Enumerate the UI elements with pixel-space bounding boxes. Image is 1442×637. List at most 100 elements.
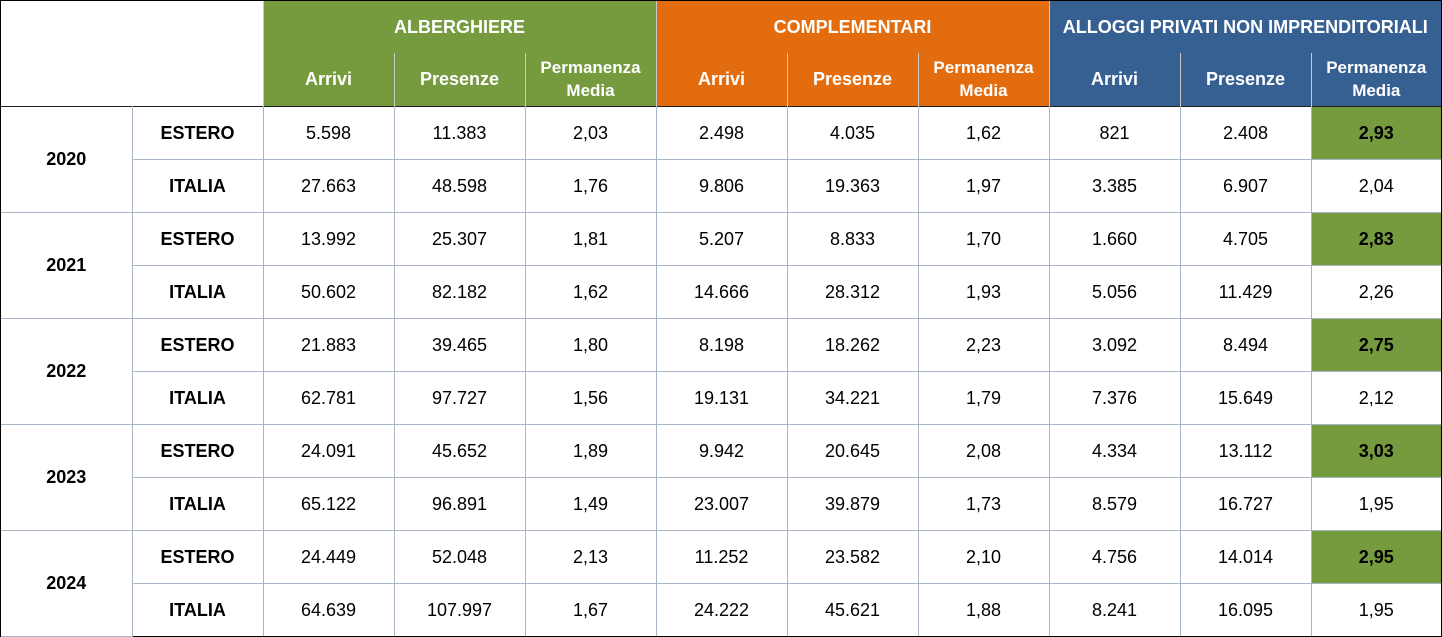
subheader-permanenza-media: Permanenza Media: [917, 53, 1050, 107]
table-row: 2023 ESTERO 24.091 45.652 1,89 9.942 20.645 2,0…: [1, 424, 1442, 531]
value-cell: 28.312: [786, 265, 919, 319]
origin-cell: ITALIA: [131, 371, 264, 425]
value-cell: 39.879: [786, 477, 919, 531]
value-cell: 2,13: [524, 530, 657, 584]
value-cell: 97.727: [393, 371, 526, 425]
value-cell: 2,93: [1310, 106, 1442, 160]
value-cell: 2,08: [917, 424, 1050, 478]
origin-cell: ESTERO: [131, 530, 264, 584]
value-cell: 11.383: [393, 106, 526, 160]
value-cell: 3,03: [1310, 424, 1442, 478]
value-cell: 19.131: [655, 371, 788, 425]
value-cell: 8.241: [1048, 583, 1181, 636]
year-cell: 2024: [1, 530, 133, 637]
value-cell: 25.307: [393, 212, 526, 266]
value-cell: 52.048: [393, 530, 526, 584]
group-header-complementari: COMPLEMENTARI: [655, 1, 1050, 53]
value-cell: 2,26: [1310, 265, 1442, 319]
value-cell: 23.582: [786, 530, 919, 584]
value-cell: 1.660: [1048, 212, 1181, 266]
subheader-permanenza-line1: Permanenza: [540, 58, 641, 78]
origin-cell: ITALIA: [131, 159, 264, 213]
value-cell: 1,76: [524, 159, 657, 213]
subheader-permanenza-line2: Media: [959, 80, 1008, 100]
group-header-alberghiere: ALBERGHIERE: [262, 1, 657, 53]
subheader-presenze: Presenze: [393, 53, 525, 107]
value-cell: 2,23: [917, 318, 1050, 372]
origin-cell: ITALIA: [131, 583, 264, 636]
value-cell: 1,70: [917, 212, 1050, 266]
value-cell: 2,95: [1310, 530, 1442, 584]
value-cell: 2,04: [1310, 159, 1442, 213]
value-cell: 2,75: [1310, 318, 1442, 372]
value-cell: 1,73: [917, 477, 1050, 531]
value-cell: 20.645: [786, 424, 919, 478]
origin-cell: ITALIA: [131, 477, 264, 531]
value-cell: 5.056: [1048, 265, 1181, 319]
subheader-permanenza-media: Permanenza Media: [524, 53, 657, 107]
origin-cell: ESTERO: [131, 318, 264, 372]
value-cell: 1,49: [524, 477, 657, 531]
value-cell: 8.833: [786, 212, 919, 266]
value-cell: 16.727: [1179, 477, 1312, 531]
value-cell: 45.652: [393, 424, 526, 478]
value-cell: 24.091: [262, 424, 395, 478]
value-cell: 7.376: [1048, 371, 1181, 425]
value-cell: 2,12: [1310, 371, 1442, 425]
subheader-permanenza-media: Permanenza Media: [1310, 53, 1442, 107]
value-cell: 96.891: [393, 477, 526, 531]
value-cell: 1,81: [524, 212, 657, 266]
value-cell: 107.997: [393, 583, 526, 636]
table-row: ITALIA 64.639 107.997 1,67 24.222 45.621 1,88 8…: [1, 583, 1442, 636]
value-cell: 6.907: [1179, 159, 1312, 213]
value-cell: 2.498: [655, 106, 788, 160]
table-row: 2022 ESTERO 21.883 39.465 1,80 8.198 18.262 2,2…: [1, 318, 1442, 425]
subheader-permanenza-line1: Permanenza: [1326, 58, 1427, 78]
value-cell: 62.781: [262, 371, 395, 425]
value-cell: 1,95: [1310, 583, 1442, 636]
value-cell: 4.756: [1048, 530, 1181, 584]
subheader-arrivi: Arrivi: [655, 53, 788, 107]
origin-cell: ESTERO: [131, 106, 264, 160]
group-header-alloggi: ALLOGGI PRIVATI NON IMPRENDITORIALI: [1048, 1, 1442, 53]
value-cell: 5.598: [262, 106, 395, 160]
table-row: 2021 ESTERO 13.992 25.307 1,81 5.207 8.833 1,70…: [1, 212, 1442, 319]
value-cell: 11.429: [1179, 265, 1312, 319]
subheader-arrivi: Arrivi: [262, 53, 394, 107]
value-cell: 39.465: [393, 318, 526, 372]
origin-cell: ESTERO: [131, 212, 264, 266]
value-cell: 13.112: [1179, 424, 1312, 478]
value-cell: 1,95: [1310, 477, 1442, 531]
value-cell: 5.207: [655, 212, 788, 266]
value-cell: 34.221: [786, 371, 919, 425]
value-cell: 18.262: [786, 318, 919, 372]
table-row: ITALIA 50.602 82.182 1,62 14.666 28.312 1,93 5.…: [1, 265, 1442, 319]
value-cell: 1,89: [524, 424, 657, 478]
value-cell: 1,67: [524, 583, 657, 636]
subheader-arrivi: Arrivi: [1048, 53, 1181, 107]
subheader-permanenza-line2: Media: [1352, 80, 1401, 100]
value-cell: 2,10: [917, 530, 1050, 584]
origin-cell: ITALIA: [131, 265, 264, 319]
value-cell: 1,79: [917, 371, 1050, 425]
table-row: ITALIA 27.663 48.598 1,76 9.806 19.363 1,97 3.3…: [1, 159, 1442, 213]
value-cell: 3.385: [1048, 159, 1181, 213]
year-cell: 2023: [1, 424, 133, 531]
corner-cell: [1, 1, 263, 107]
value-cell: 14.014: [1179, 530, 1312, 584]
table-body: 2020 ESTERO 5.598 11.383 2,03 2.498 4.035 1,62 8…: [1, 106, 1442, 637]
value-cell: 4.334: [1048, 424, 1181, 478]
value-cell: 1,62: [917, 106, 1050, 160]
subheader-presenze: Presenze: [1179, 53, 1312, 107]
value-cell: 9.806: [655, 159, 788, 213]
value-cell: 9.942: [655, 424, 788, 478]
value-cell: 2,03: [524, 106, 657, 160]
table-row: ITALIA 62.781 97.727 1,56 19.131 34.221 1,79 7.…: [1, 371, 1442, 425]
value-cell: 24.222: [655, 583, 788, 636]
value-cell: 14.666: [655, 265, 788, 319]
subheader-permanenza-line2: Media: [566, 80, 615, 100]
value-cell: 4.035: [786, 106, 919, 160]
value-cell: 82.182: [393, 265, 526, 319]
